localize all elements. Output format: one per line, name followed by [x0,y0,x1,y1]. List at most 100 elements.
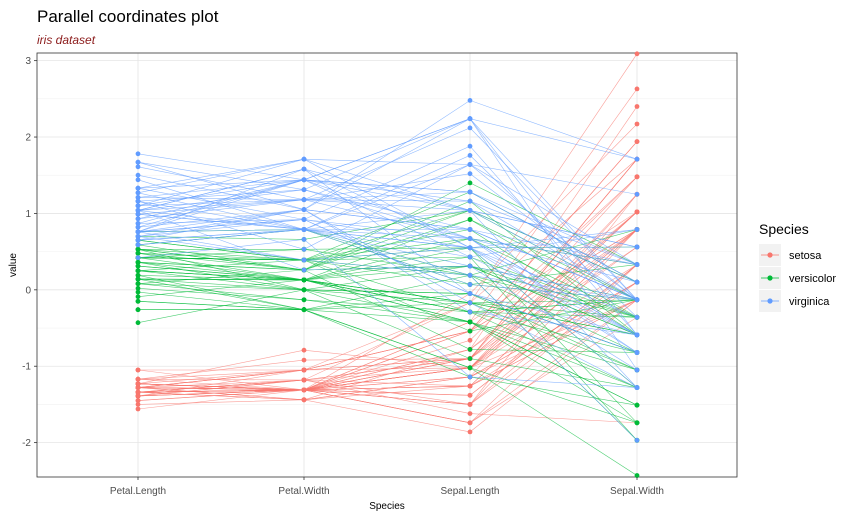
versicolor-point [467,365,473,371]
setosa-line [137,299,638,391]
virginica-line [137,219,638,353]
virginica-point [301,267,307,273]
setosa-point [135,385,141,390]
virginica-point [467,309,473,315]
y-tick-label: 3 [25,56,31,67]
virginica-line [137,229,638,301]
x-axis: Petal.Length Petal.Width Sepal.Length Sepal… [110,477,664,497]
virginica-point [467,254,473,260]
virginica-point [135,190,141,196]
virginica-point [301,177,307,183]
setosa-line [137,176,638,391]
virginica-point [301,227,307,232]
setosa-line [137,246,638,393]
legend-label-virginica: virginica [789,296,830,308]
virginica-point [467,189,473,195]
virginica-point [301,246,307,252]
virginica-line [137,145,638,336]
virginica-line [137,189,638,336]
series-lines [137,53,638,476]
virginica-point [467,300,473,306]
virginica-line [137,179,638,301]
virginica-point [467,263,473,269]
virginica-point [135,177,141,183]
setosa-line [137,211,638,385]
versicolor-point [301,287,307,293]
setosa-point [135,406,141,412]
virginica-line [137,164,638,265]
versicolor-point [135,276,141,282]
virginica-point [301,257,307,263]
versicolor-point [467,356,473,361]
versicolor-line [137,301,638,371]
virginica-point [135,195,141,200]
versicolor-point [301,297,307,303]
virginica-point [135,198,141,204]
virginica-point [467,98,473,103]
virginica-point [634,191,640,197]
virginica-point [301,207,307,213]
virginica-point [467,245,473,251]
virginica-line [137,179,638,265]
versicolor-point [467,180,473,186]
x-axis-title: Species [369,501,405,512]
versicolor-line [137,256,638,318]
legend: Species setosa versicolor virginica [759,221,836,312]
virginica-point [135,255,141,261]
virginica-line [137,209,638,336]
setosa-point [467,392,473,398]
versicolor-point [135,285,141,291]
versicolor-line [137,229,638,276]
setosa-line [137,194,638,401]
virginica-line [137,229,638,301]
versicolor-point [135,289,141,295]
y-tick-label: 1 [25,209,31,220]
versicolor-line [137,278,638,371]
y-axis: -2 -1 0 1 2 3 [22,56,37,449]
virginica-line [137,158,638,195]
setosa-point [634,121,640,127]
versicolor-line [137,289,638,388]
setosa-point [135,398,141,403]
virginica-line [137,219,638,388]
virginica-point [467,125,473,131]
setosa-point [135,381,141,387]
setosa-point [634,86,640,92]
setosa-point [301,357,307,363]
setosa-point [301,377,307,383]
virginica-point [467,162,473,167]
versicolor-point [135,246,141,252]
setosa-line [137,264,638,424]
setosa-point [634,174,640,180]
versicolor-point [135,307,141,313]
legend-label-setosa: setosa [789,250,822,262]
virginica-point [301,166,307,172]
virginica-line [137,231,638,336]
virginica-point [135,229,141,235]
virginica-point [634,297,640,303]
virginica-point [634,332,640,338]
chart-subtitle: iris dataset [37,33,96,47]
virginica-point [135,242,141,248]
virginica-line [137,199,638,301]
virginica-line [137,229,638,301]
versicolor-line [137,270,638,304]
virginica-point [634,437,640,443]
virginica-line [137,209,638,388]
legend-key-point [767,298,773,304]
virginica-point [135,151,141,157]
virginica-point [467,171,473,177]
virginica-point [634,385,640,390]
virginica-line [137,155,638,318]
versicolor-point [467,328,473,334]
chart-title: Parallel coordinates plot [37,7,219,26]
setosa-point [634,139,640,145]
legend-key-point [767,252,773,258]
virginica-point [634,156,640,162]
versicolor-point [135,281,141,287]
versicolor-line [137,219,638,301]
setosa-point [467,411,473,416]
y-tick-label: -1 [22,362,31,373]
setosa-line [137,299,638,433]
setosa-point [634,209,640,215]
